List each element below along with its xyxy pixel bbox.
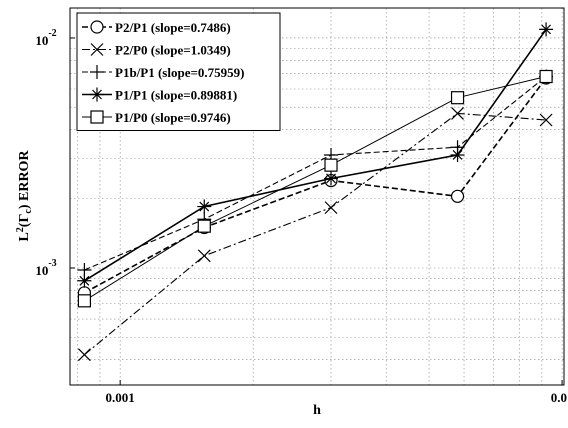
- circle-marker: [90, 20, 104, 34]
- x-marker: [197, 249, 211, 263]
- star-marker: [539, 22, 554, 37]
- legend-item: P2/P0 (slope=1.0349): [82, 43, 231, 58]
- series-x: [77, 106, 553, 362]
- x-marker: [90, 43, 104, 56]
- x-marker: [539, 113, 553, 127]
- series-square: [77, 69, 553, 308]
- legend-label: P2/P0 (slope=1.0349): [115, 43, 231, 58]
- legend-label: P1b/P1 (slope=0.75959): [115, 65, 244, 80]
- star-marker: [90, 87, 104, 102]
- square-marker: [90, 110, 104, 124]
- x-tick-label: 0.01: [551, 390, 568, 405]
- star-marker: [197, 199, 212, 214]
- legend-item: P1/P0 (slope=0.9746): [82, 110, 231, 125]
- legend-item: P1/P1 (slope=0.89881): [82, 87, 237, 103]
- y-axis-label: L2(Γc) ERROR: [15, 150, 34, 242]
- x-marker: [451, 106, 464, 120]
- series-group: [77, 22, 554, 362]
- square-marker: [197, 219, 211, 233]
- series-star: [77, 22, 554, 288]
- star-marker: [77, 273, 92, 288]
- star-marker: [450, 147, 465, 162]
- legend-item: P1b/P1 (slope=0.75959): [82, 65, 244, 80]
- square-marker: [324, 158, 338, 172]
- axis-ticks: 0.001 0.01 10-3 10-2: [35, 28, 568, 405]
- square-marker: [450, 91, 465, 105]
- legend-label: P1/P0 (slope=0.9746): [115, 110, 231, 125]
- circle-marker: [450, 189, 465, 203]
- star-marker: [324, 171, 339, 186]
- y-tick-label: 10-3: [35, 258, 56, 278]
- y-tick-label: 10-2: [35, 28, 56, 48]
- legend-item: P2/P1 (slope=0.7486): [82, 20, 231, 35]
- x-marker: [324, 201, 338, 215]
- x-marker: [77, 348, 91, 362]
- legend-label: P1/P1 (slope=0.89881): [115, 88, 237, 103]
- square-marker: [77, 294, 92, 308]
- legend: P2/P1 (slope=0.7486) P2/P0 (slope=1.0349)…: [76, 12, 281, 131]
- legend-label: P2/P1 (slope=0.7486): [115, 20, 231, 35]
- square-marker: [539, 69, 553, 84]
- plus-marker: [90, 65, 104, 79]
- plot-frame: [69, 7, 565, 386]
- x-axis-label: h: [313, 403, 321, 418]
- x-tick-label: 0.001: [106, 390, 135, 405]
